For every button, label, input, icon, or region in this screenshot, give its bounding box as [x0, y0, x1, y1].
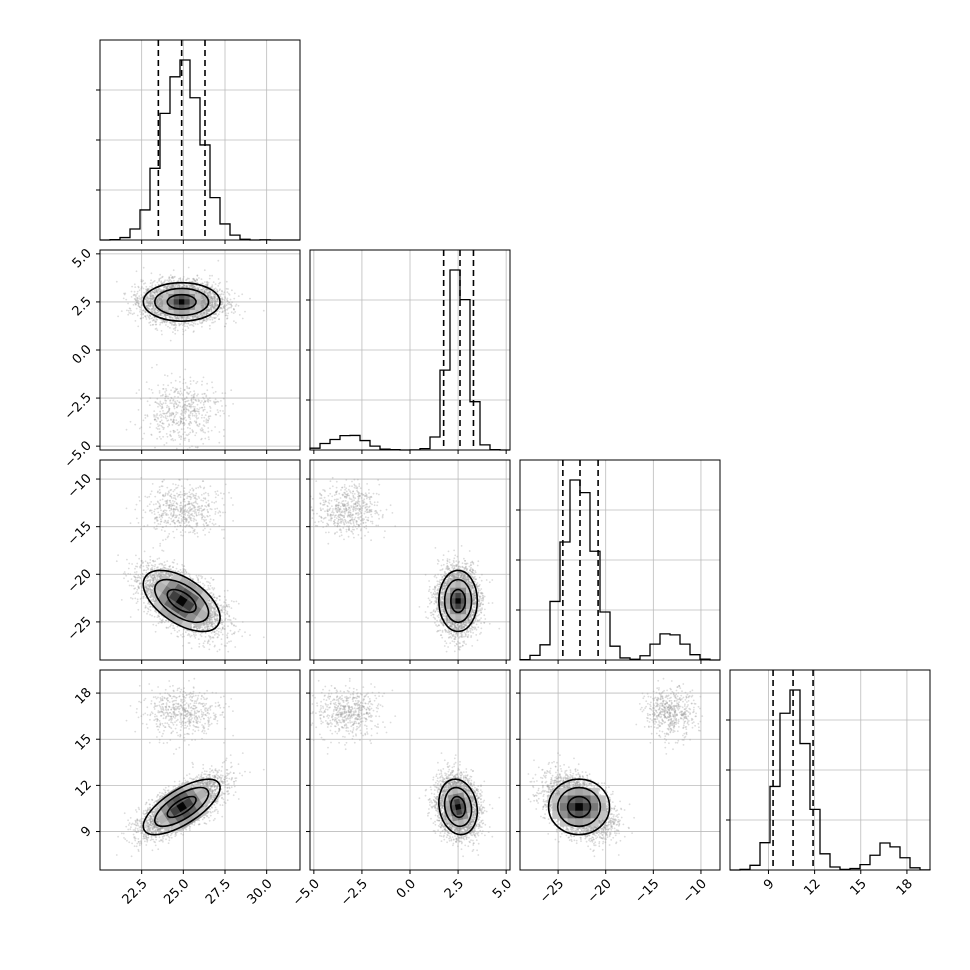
x-tick-label: −25	[537, 876, 567, 906]
x-tick-label: 9	[761, 876, 777, 892]
y-tick-label: 15	[73, 731, 95, 753]
panel-2-0	[96, 460, 300, 664]
y-tick-label: −15	[65, 519, 95, 549]
histogram-3	[730, 690, 930, 870]
panel-2-2	[516, 460, 720, 664]
density-1-0	[163, 289, 201, 316]
x-tick-label: 0.0	[394, 876, 419, 901]
x-tick-label: 18	[894, 876, 916, 898]
panel-1-0	[96, 250, 300, 454]
x-tick-label: 15	[848, 876, 870, 898]
panel-1-1	[306, 250, 510, 454]
y-tick-label: 5.0	[70, 246, 95, 271]
panel-3-1	[306, 670, 510, 874]
x-tick-label: 27.5	[203, 876, 234, 907]
panel-3-3	[726, 670, 930, 874]
histogram-0	[100, 60, 300, 240]
scatter-2-1	[310, 477, 500, 653]
y-tick-label: −20	[65, 567, 95, 597]
y-tick-label: 2.5	[70, 294, 95, 319]
x-tick-label: −15	[632, 876, 662, 906]
y-tick-label: 18	[73, 685, 95, 707]
panel-2-1	[306, 460, 510, 664]
panel-3-0	[96, 670, 300, 874]
y-tick-label: −2.5	[62, 390, 95, 423]
x-tick-label: 30.0	[245, 876, 276, 907]
x-tick-label: 22.5	[120, 876, 151, 907]
x-tick-label: −2.5	[338, 876, 371, 909]
panel-3-2	[516, 670, 720, 874]
panel-frame	[100, 460, 300, 660]
y-tick-label: −10	[65, 471, 95, 501]
x-tick-label: −5.0	[290, 876, 323, 909]
panel-frame	[100, 670, 300, 870]
x-tick-label: −20	[585, 876, 615, 906]
panel-0-0	[96, 40, 300, 244]
y-tick-label: 0.0	[70, 342, 95, 367]
y-tick-label: −25	[65, 614, 95, 644]
y-tick-label: −5.0	[62, 438, 95, 471]
x-tick-label: 25.0	[161, 876, 192, 907]
y-tick-label: 12	[73, 778, 95, 800]
density-3-2	[552, 788, 606, 827]
x-tick-label: 5.0	[490, 876, 515, 901]
x-tick-label: 12	[801, 876, 823, 898]
y-tick-label: 9	[78, 824, 94, 840]
scatter-3-0	[116, 678, 265, 857]
x-tick-label: 2.5	[442, 876, 467, 901]
histogram-2	[520, 480, 720, 660]
scatter-3-2	[528, 678, 704, 857]
x-tick-label: −10	[680, 876, 710, 906]
